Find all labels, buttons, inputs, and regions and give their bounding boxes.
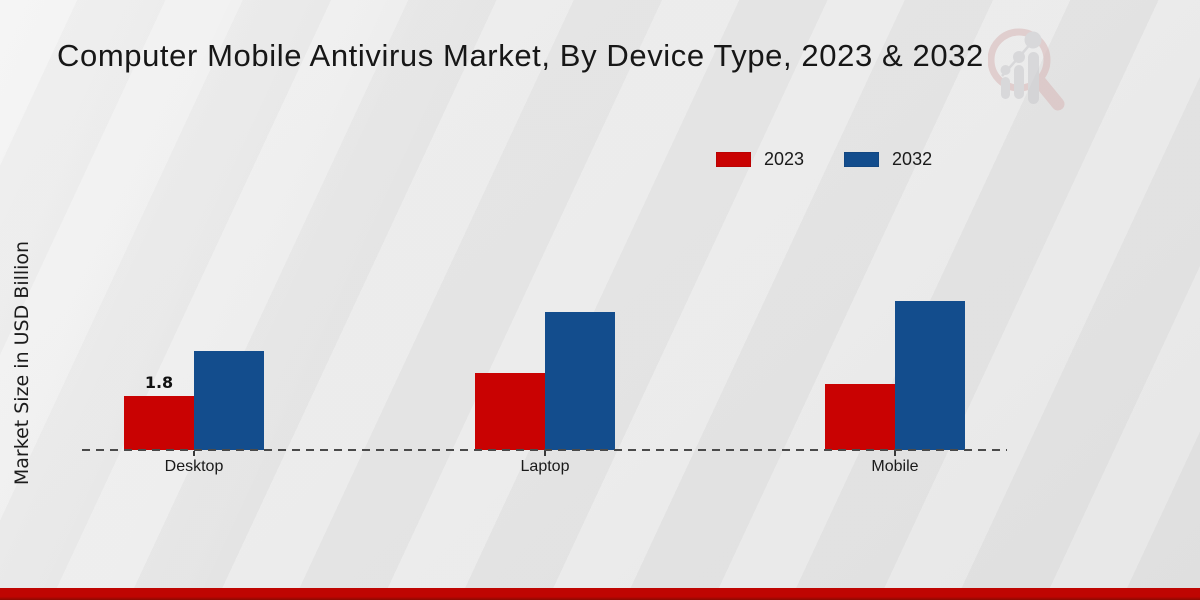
legend-label-2032: 2032 — [892, 149, 933, 169]
legend: 2023 2032 — [716, 149, 932, 170]
bar-2023-mobile — [825, 384, 895, 450]
bar-2023-laptop — [475, 373, 545, 450]
bar-value-label-2023-desktop: 1.8 — [144, 373, 174, 392]
bar-2032-desktop — [194, 351, 264, 450]
legend-swatch-2023 — [716, 152, 751, 167]
legend-entry-2023: 2023 — [716, 149, 804, 170]
legend-entry-2032: 2032 — [844, 149, 932, 170]
legend-swatch-2032 — [844, 152, 880, 167]
legend-label-2023: 2023 — [764, 149, 805, 169]
bar-2023-desktop — [124, 396, 194, 450]
category-label-laptop: Laptop — [520, 458, 570, 475]
magnifier-bar-chart-watermark-icon — [988, 28, 1065, 111]
x-axis-tick-desktop — [193, 451, 195, 456]
chart-title: Computer Mobile Antivirus Market, By Dev… — [57, 38, 984, 73]
category-label-mobile: Mobile — [871, 458, 919, 475]
y-axis-label: Market Size in USD Billion — [11, 240, 33, 486]
bar-2032-laptop — [545, 312, 615, 450]
category-label-desktop: Desktop — [164, 458, 224, 475]
bottom-accent-band — [0, 588, 1200, 600]
x-axis-tick-mobile — [894, 451, 896, 456]
x-axis-tick-laptop — [544, 451, 546, 456]
x-axis-baseline — [82, 449, 1007, 451]
bar-2032-mobile — [895, 301, 965, 450]
